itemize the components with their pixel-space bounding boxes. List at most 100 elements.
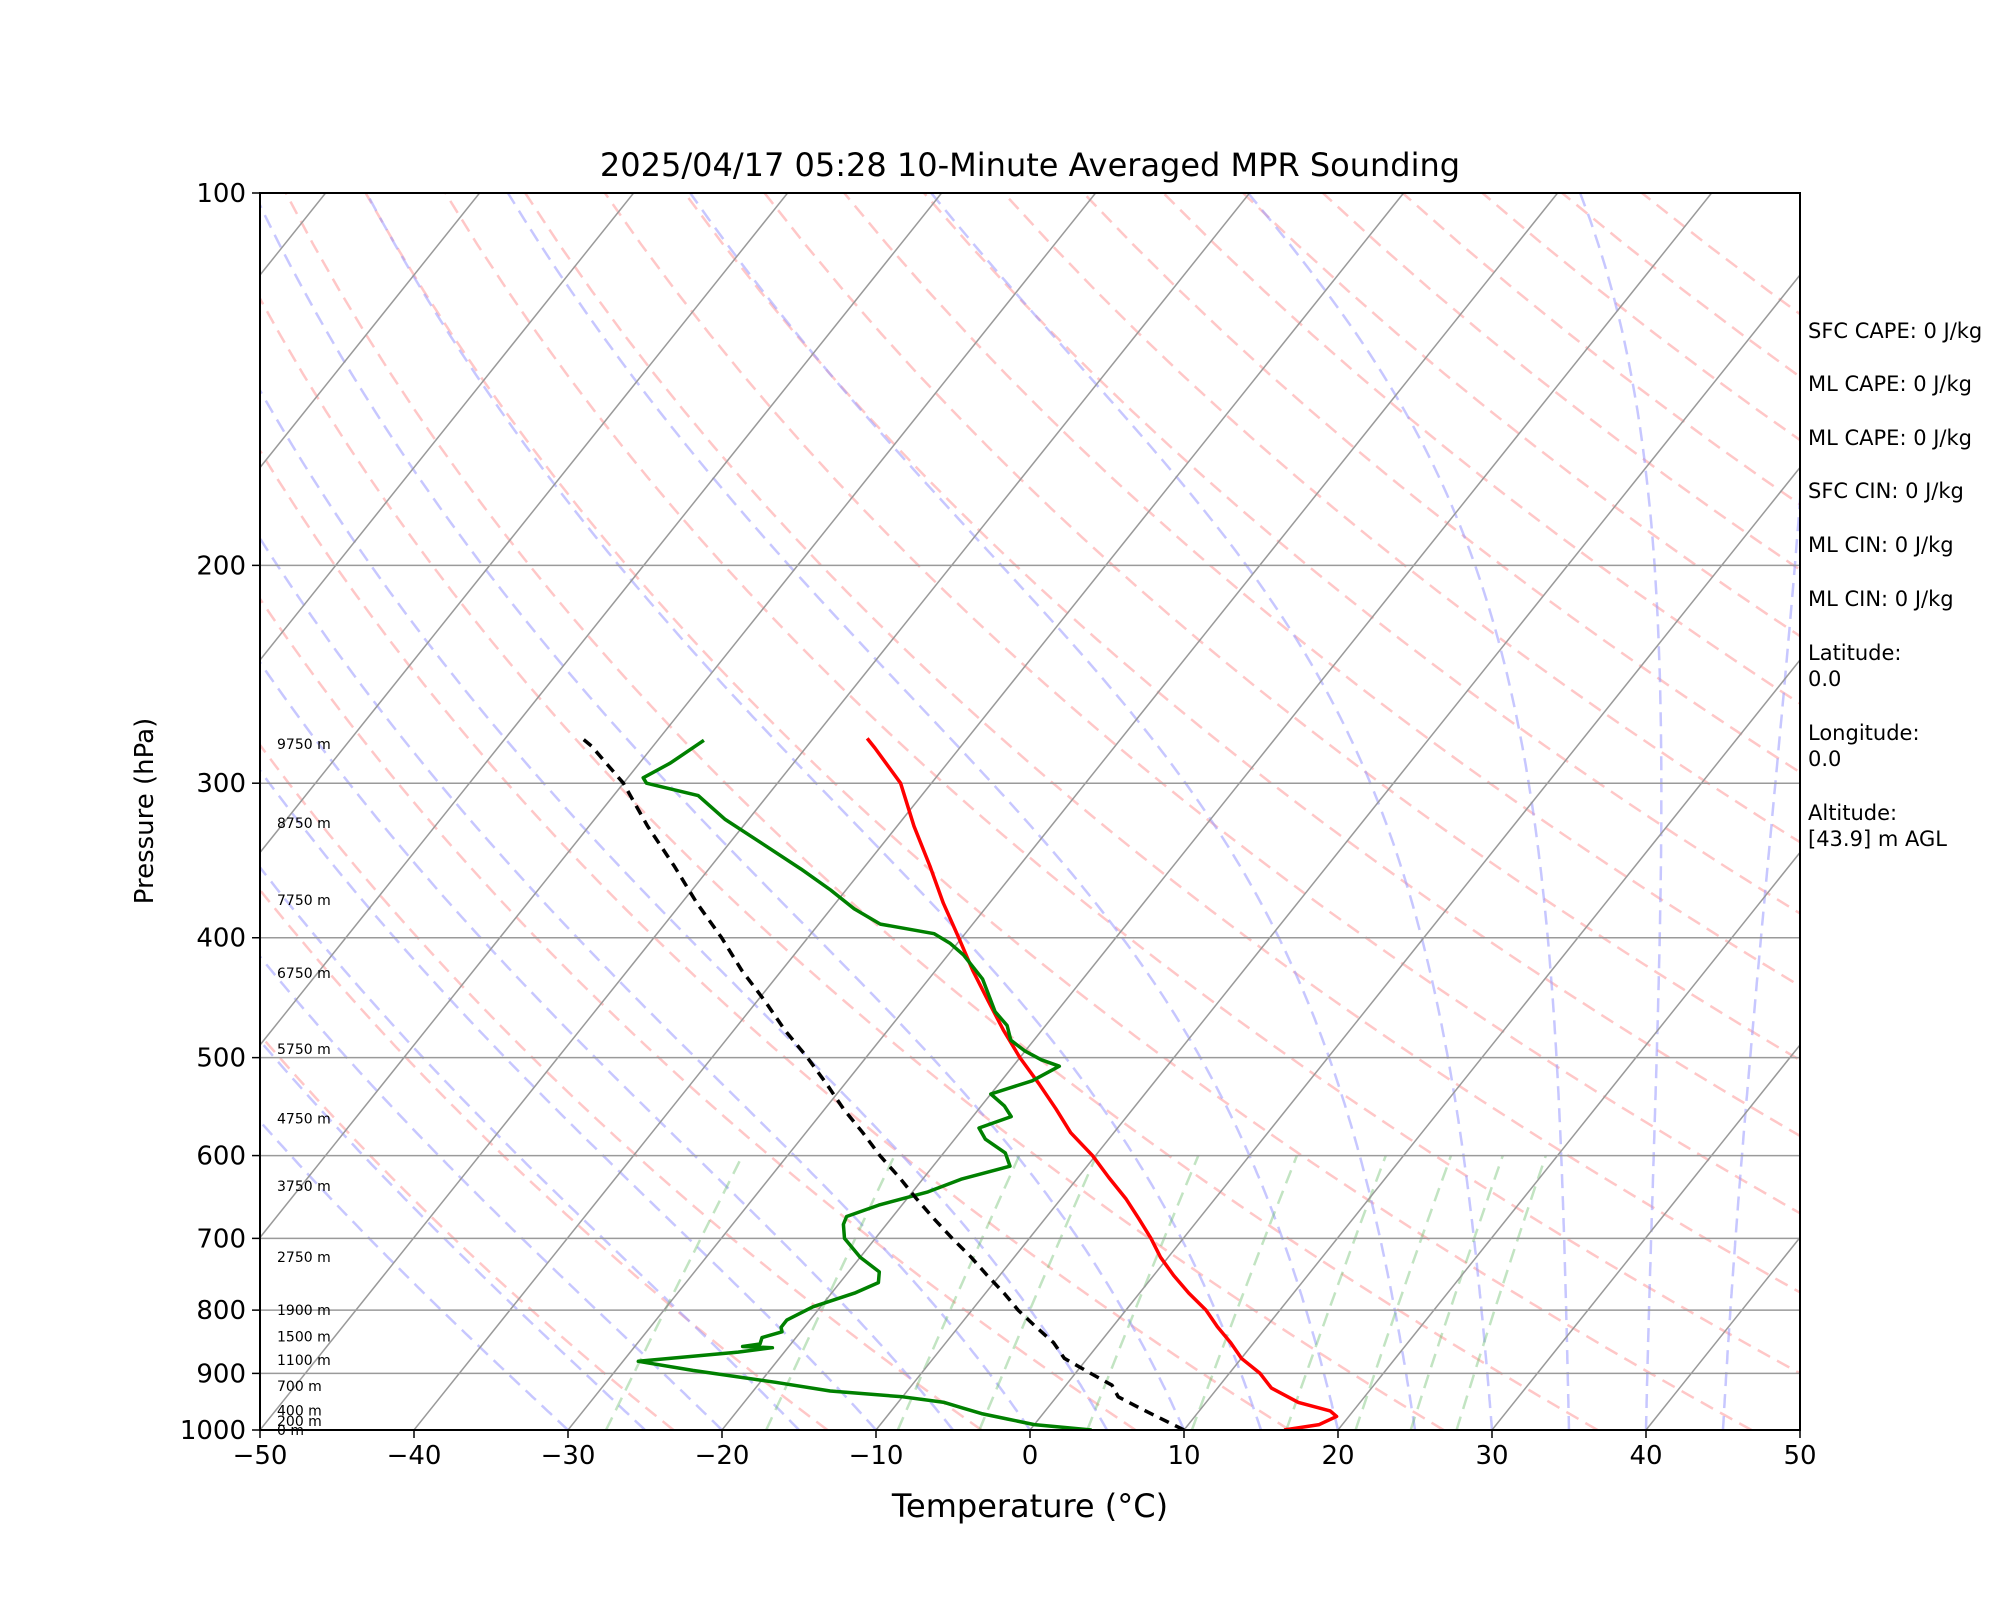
y-axis-label: Pressure (hPa)	[130, 718, 160, 905]
isotherm	[260, 193, 789, 854]
mixing-ratio-line	[1455, 1155, 1547, 1430]
dry-adiabat	[260, 1033, 675, 1430]
x-axis-label: Temperature (°C)	[891, 1487, 1168, 1525]
param-longitude: Longitude: 0.0	[1808, 721, 1920, 771]
chart-title: 2025/04/17 05:28 10-Minute Averaged MPR …	[600, 146, 1460, 184]
param-sfc-cin: SFC CIN: 0 J/kg	[1808, 479, 1964, 503]
dry-adiabat	[260, 887, 829, 1430]
isotherm	[260, 193, 1251, 1430]
x-tick-label: 10	[1167, 1441, 1200, 1471]
sounding-profiles	[581, 737, 1339, 1430]
isotherm	[1183, 658, 1800, 1430]
isotherm	[260, 193, 1097, 1239]
isotherm	[1491, 1043, 1800, 1430]
param-sfc-cape: SFC CAPE: 0 J/kg	[1808, 319, 1983, 343]
isotherm	[721, 193, 1713, 1430]
param-altitude: Altitude: [43.9] m AGL	[1808, 801, 1947, 851]
dry-adiabat	[1162, 193, 1800, 706]
y-tick-label: 100	[196, 179, 246, 209]
param-ml-cin-1: ML CIN: 0 J/kg	[1808, 533, 1954, 557]
moist-adiabat	[506, 193, 1340, 1430]
dry-adiabat	[260, 448, 1291, 1430]
moist-adiabat	[260, 954, 723, 1430]
dry-adiabat	[260, 296, 1445, 1430]
mixing-ratio-line	[1190, 1155, 1299, 1430]
dry-adiabat	[1082, 193, 1800, 774]
isotherm	[260, 193, 481, 469]
height-label: 1900 m	[277, 1303, 331, 1319]
x-tick-label: −40	[387, 1441, 442, 1471]
height-label: 3750 m	[277, 1179, 331, 1195]
moist-adiabat	[689, 193, 1417, 1430]
x-tick-label: −10	[849, 1441, 904, 1471]
moist-adiabat	[1578, 193, 1663, 1430]
y-tick-label: 400	[196, 924, 246, 954]
background-lines	[260, 193, 1800, 1430]
isotherm	[875, 273, 1800, 1430]
moist-adiabat	[260, 768, 877, 1430]
mixing-ratio-line	[1354, 1155, 1453, 1430]
parcel-path-line	[581, 737, 1185, 1430]
dry-adiabat	[260, 596, 1137, 1430]
height-label: 9750 m	[277, 737, 331, 753]
mixing-ratio-line	[1285, 1155, 1387, 1430]
moist-adiabat	[1247, 193, 1571, 1430]
moist-adiabat	[260, 202, 1186, 1430]
mixing-ratio-line	[1409, 1155, 1504, 1430]
dewpoint-line	[636, 738, 1092, 1430]
height-label: 1500 m	[277, 1329, 331, 1345]
height-label: 200 m	[277, 1414, 322, 1430]
isotherm	[1029, 466, 1800, 1430]
param-latitude: Latitude: 0.0	[1808, 641, 1902, 691]
x-axis: −50 −40 −30 −20 −10 0 10 20 30 40 50	[233, 1430, 1817, 1471]
height-label: 5750 m	[277, 1042, 331, 1058]
dry-adiabat	[444, 193, 1800, 1375]
height-label: 400 m	[277, 1403, 322, 1419]
moist-adiabat	[260, 1119, 569, 1430]
height-label: 6750 m	[277, 966, 331, 982]
x-tick-label: 40	[1629, 1441, 1662, 1471]
y-tick-label: 700	[196, 1224, 246, 1254]
x-tick-label: −20	[695, 1441, 750, 1471]
x-tick-label: −50	[233, 1441, 288, 1471]
height-label: 1100 m	[277, 1353, 331, 1369]
param-ml-cin-2: ML CIN: 0 J/kg	[1808, 587, 1954, 611]
dry-adiabat	[524, 193, 1800, 1294]
x-tick-label: 0	[1022, 1441, 1039, 1471]
temperature-line	[865, 737, 1339, 1430]
x-tick-label: 20	[1321, 1441, 1354, 1471]
y-tick-label: 500	[196, 1044, 246, 1074]
height-label: 4750 m	[277, 1112, 331, 1128]
height-label: 2750 m	[277, 1250, 331, 1266]
dry-adiabat	[260, 742, 983, 1430]
dry-adiabat	[763, 193, 1800, 1062]
y-tick-label: 600	[196, 1142, 246, 1172]
y-tick-label: 1000	[180, 1416, 246, 1446]
y-tick-label: 800	[196, 1296, 246, 1326]
x-tick-label: 50	[1783, 1441, 1816, 1471]
height-label: 8750 m	[277, 816, 331, 832]
dry-adiabat	[683, 193, 1800, 1138]
y-tick-label: 200	[196, 551, 246, 581]
moist-adiabat	[260, 660, 954, 1430]
y-tick-label: 300	[196, 769, 246, 799]
param-ml-cape-1: ML CAPE: 0 J/kg	[1808, 372, 1973, 396]
dry-adiabat	[364, 193, 1753, 1430]
y-tick-label: 900	[196, 1359, 246, 1389]
height-label: 700 m	[277, 1379, 322, 1395]
x-tick-label: −30	[541, 1441, 596, 1471]
moist-adiabat	[260, 536, 1032, 1430]
moist-adiabat	[260, 865, 800, 1430]
y-axis: 1000 900 800 700 600 500 400 300 200 100	[180, 179, 260, 1446]
x-tick-label: 30	[1475, 1441, 1508, 1471]
dry-adiabat	[603, 193, 1800, 1215]
isotherm	[1337, 851, 1800, 1430]
height-label: 7750 m	[277, 893, 331, 909]
moist-adiabat	[260, 1038, 646, 1430]
param-ml-cape-2: ML CAPE: 0 J/kg	[1808, 426, 1973, 450]
isotherm	[260, 193, 943, 1047]
isotherm	[567, 193, 1559, 1430]
isotherm	[260, 193, 635, 662]
